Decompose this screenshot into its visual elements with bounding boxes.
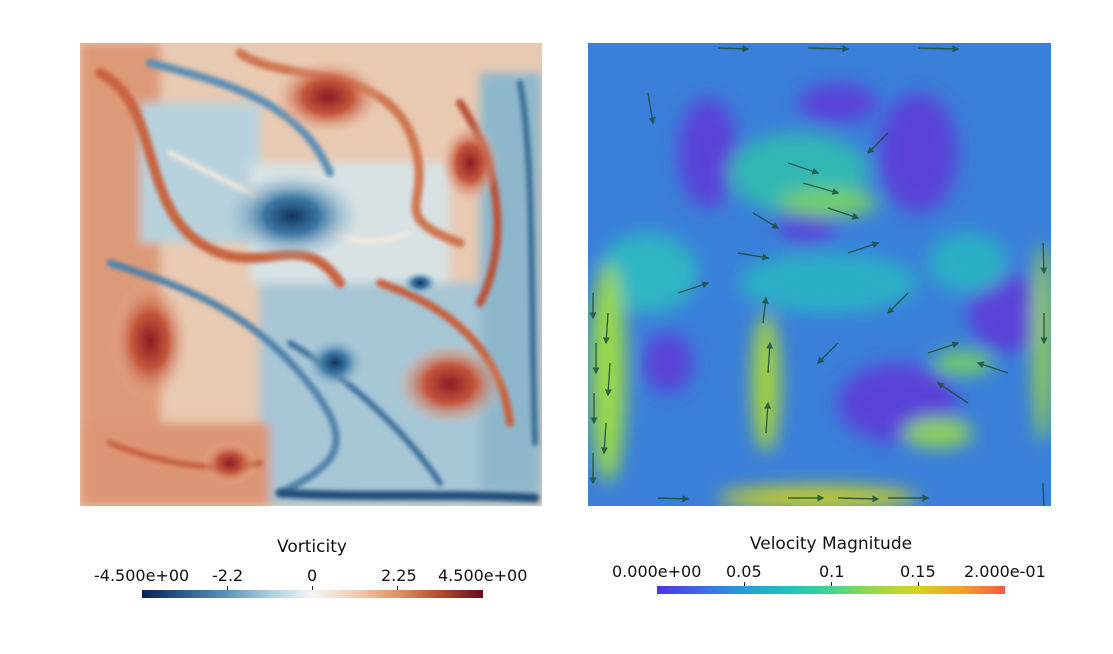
- velocity-colorbar-gradient: [657, 586, 1005, 594]
- velocity-magnitude-plot: [588, 43, 1051, 506]
- velocity-tick-3: 0.15: [900, 562, 936, 581]
- velocity-tickmark: [831, 582, 832, 586]
- vorticity-tick-max: 4.500e+00: [438, 566, 528, 585]
- velocity-tickmark: [918, 582, 919, 586]
- vorticity-tick-zero: 0: [307, 566, 318, 585]
- velocity-tick-min: 0.000e+00: [612, 562, 702, 581]
- velocity-tick-1: 0.05: [726, 562, 762, 581]
- vorticity-tickmark: [227, 586, 228, 590]
- vorticity-tick-neg: -2.2: [212, 566, 244, 585]
- velocity-tickmark: [744, 582, 745, 586]
- vorticity-tickmark: [312, 586, 313, 590]
- vorticity-colorbar-gradient: [142, 590, 483, 598]
- vorticity-tick-pos: 2.25: [381, 566, 417, 585]
- velocity-field-image: [588, 43, 1051, 506]
- velocity-glyphs: [589, 45, 1048, 506]
- vorticity-tickmark: [397, 586, 398, 590]
- vorticity-field-image: [80, 43, 542, 506]
- velocity-colorbar-title: Velocity Magnitude: [749, 534, 913, 554]
- velocity-tick-max: 2.000e-01: [964, 562, 1046, 581]
- vorticity-tick-min: -4.500e+00: [94, 566, 190, 585]
- vorticity-plot: [80, 43, 542, 506]
- velocity-tick-2: 0.1: [819, 562, 845, 581]
- vorticity-colorbar-title: Vorticity: [277, 537, 347, 557]
